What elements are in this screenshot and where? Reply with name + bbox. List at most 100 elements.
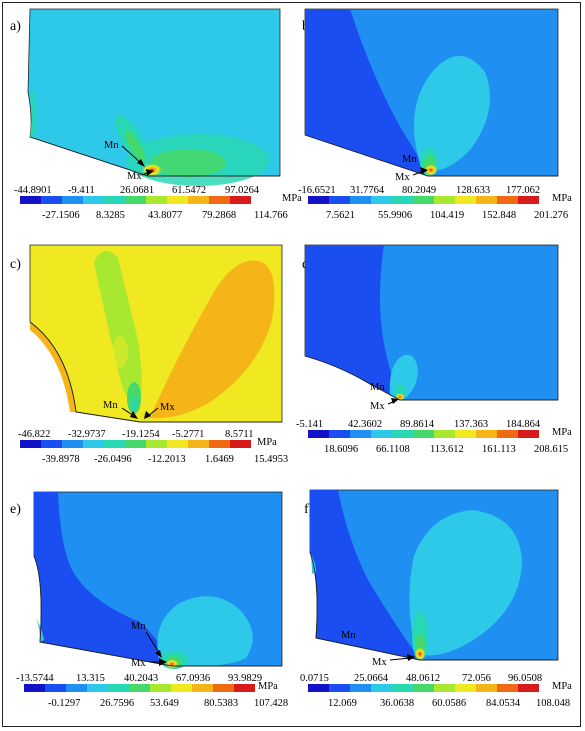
scale-top-label: 72.056 bbox=[462, 673, 491, 684]
annotation-mx: Mx bbox=[127, 169, 154, 182]
scale-bottom-label: 55.9906 bbox=[378, 210, 412, 221]
colorbar-swatch bbox=[20, 196, 41, 204]
unit-label: MPa bbox=[282, 193, 302, 204]
scale-bottom-label: 43.8077 bbox=[148, 210, 182, 221]
colorbar-swatch bbox=[329, 684, 350, 692]
colorbar-swatch bbox=[209, 440, 230, 448]
scale-bottom-label: -27.1506 bbox=[42, 210, 80, 221]
colorbar-swatch bbox=[350, 430, 371, 438]
scale-top-label: 89.8614 bbox=[400, 419, 435, 430]
colorbar-swatch bbox=[150, 684, 171, 692]
scale-top-label: 25.0664 bbox=[354, 673, 389, 684]
scale-bottom-label: 15.4953 bbox=[254, 454, 288, 465]
scale-top-label: 177.062 bbox=[506, 185, 540, 196]
annotation-mx: Mx bbox=[372, 654, 415, 668]
colorbar-swatch bbox=[146, 196, 167, 204]
scale-top-label: 96.0508 bbox=[508, 673, 542, 684]
colorbar-swatch bbox=[413, 430, 434, 438]
scale-bottom-label: 7.5621 bbox=[326, 210, 355, 221]
panel-e: e) Mn Mx -13.5744 13.315 40.2043 67.0936 bbox=[10, 491, 288, 709]
scale-top-label: -44.8901 bbox=[14, 185, 52, 196]
colorbar-swatches bbox=[308, 430, 539, 438]
scale-bottom-label: 114.766 bbox=[254, 210, 288, 221]
scale-top-label: 184.864 bbox=[506, 419, 541, 430]
panel-label: f) bbox=[304, 502, 314, 517]
colorbar-swatch bbox=[188, 440, 209, 448]
colorbar-swatch bbox=[308, 684, 329, 692]
scale-bottom-label: 26.7596 bbox=[100, 698, 134, 709]
scale-top-label: 40.2043 bbox=[124, 673, 158, 684]
scale-bottom-label: -26.0496 bbox=[94, 454, 132, 465]
contour-plot bbox=[33, 491, 283, 669]
colorbar-swatch bbox=[129, 684, 150, 692]
colorbar-swatch bbox=[371, 684, 392, 692]
colorbar-swatch bbox=[167, 196, 188, 204]
panel-f: f) Mn Mx 0.0715 25.0664 48.0612 72.056 9… bbox=[300, 489, 572, 709]
panel-c: c) Mn Mx -46.822 -32.9737 -19.1254 -5. bbox=[10, 244, 288, 465]
colorbar-swatch bbox=[62, 196, 83, 204]
scale-top-label: 26.0681 bbox=[120, 185, 154, 196]
colorbar-swatch bbox=[45, 684, 66, 692]
scale-top-label: -16.6521 bbox=[298, 185, 336, 196]
colorbar-swatch bbox=[167, 440, 188, 448]
colorbar-swatch bbox=[83, 196, 104, 204]
colorbar-swatch bbox=[476, 196, 497, 204]
colorbar-f: 0.0715 25.0664 48.0612 72.056 96.0508 MP… bbox=[300, 673, 572, 709]
annotation-mx: Mx bbox=[395, 167, 428, 183]
colorbar-swatch bbox=[125, 440, 146, 448]
scale-top-label: 0.0715 bbox=[300, 673, 329, 684]
scale-top-label: 80.2049 bbox=[402, 185, 436, 196]
mn-label: Mn bbox=[104, 140, 119, 151]
colorbar-swatch bbox=[41, 440, 62, 448]
colorbar-swatch bbox=[497, 196, 518, 204]
scale-top-label: 67.0936 bbox=[176, 673, 210, 684]
mx-label: Mx bbox=[372, 657, 387, 668]
colorbar-swatch bbox=[413, 196, 434, 204]
contour-plot bbox=[29, 244, 283, 423]
scale-bottom-label: 18.6096 bbox=[324, 444, 358, 455]
scale-top-label: -9.411 bbox=[68, 185, 95, 196]
mx-label: Mx bbox=[160, 402, 175, 413]
scale-bottom-label: 107.428 bbox=[254, 698, 288, 709]
scale-top-label: 31.7764 bbox=[350, 185, 385, 196]
panel-label: a) bbox=[10, 19, 21, 34]
panel-label: e) bbox=[10, 502, 21, 517]
colorbar-swatch bbox=[434, 196, 455, 204]
scale-bottom-label: -0.1297 bbox=[48, 698, 80, 709]
scale-bottom-label: 1.6469 bbox=[205, 454, 234, 465]
colorbar-a: -44.8901 -9.411 26.0681 61.5472 97.0264 … bbox=[14, 185, 302, 221]
colorbar-swatch bbox=[476, 430, 497, 438]
unit-label: MPa bbox=[552, 193, 572, 204]
scale-bottom-label: 79.2868 bbox=[202, 210, 236, 221]
scale-bottom-label: 12.069 bbox=[328, 698, 357, 709]
colorbar-swatch bbox=[308, 196, 329, 204]
scale-bottom-label: 84.0534 bbox=[486, 698, 521, 709]
scale-top-label: -13.5744 bbox=[16, 673, 54, 684]
colorbar-swatch bbox=[308, 430, 329, 438]
scale-top-label: 8.5711 bbox=[225, 429, 254, 440]
scale-top-label: 128.633 bbox=[456, 185, 490, 196]
mx-label: Mx bbox=[127, 171, 142, 182]
colorbar-swatch bbox=[66, 684, 87, 692]
colorbar-d: -5.141 42.3602 89.8614 137.363 184.864 M… bbox=[296, 419, 572, 455]
scale-top-label: 137.363 bbox=[454, 419, 488, 430]
colorbar-swatches bbox=[20, 196, 251, 204]
colorbar-swatch bbox=[83, 440, 104, 448]
mx-label: Mx bbox=[131, 658, 146, 669]
colorbar-swatch bbox=[350, 196, 371, 204]
annotation-mn: Mn bbox=[402, 154, 417, 165]
scale-top-label: -46.822 bbox=[18, 429, 50, 440]
mn-label: Mn bbox=[370, 382, 385, 393]
colorbar-swatch bbox=[104, 440, 125, 448]
colorbar-swatch bbox=[20, 440, 41, 448]
mx-label: Mx bbox=[370, 401, 385, 412]
colorbar-swatch bbox=[188, 196, 209, 204]
scale-top-label: 42.3602 bbox=[348, 419, 382, 430]
mn-label: Mn bbox=[402, 154, 417, 165]
colorbar-swatch bbox=[350, 684, 371, 692]
scale-top-label: -5.2771 bbox=[172, 429, 204, 440]
scale-top-label: 48.0612 bbox=[406, 673, 440, 684]
colorbar-swatch bbox=[371, 196, 392, 204]
colorbar-swatch bbox=[171, 684, 192, 692]
